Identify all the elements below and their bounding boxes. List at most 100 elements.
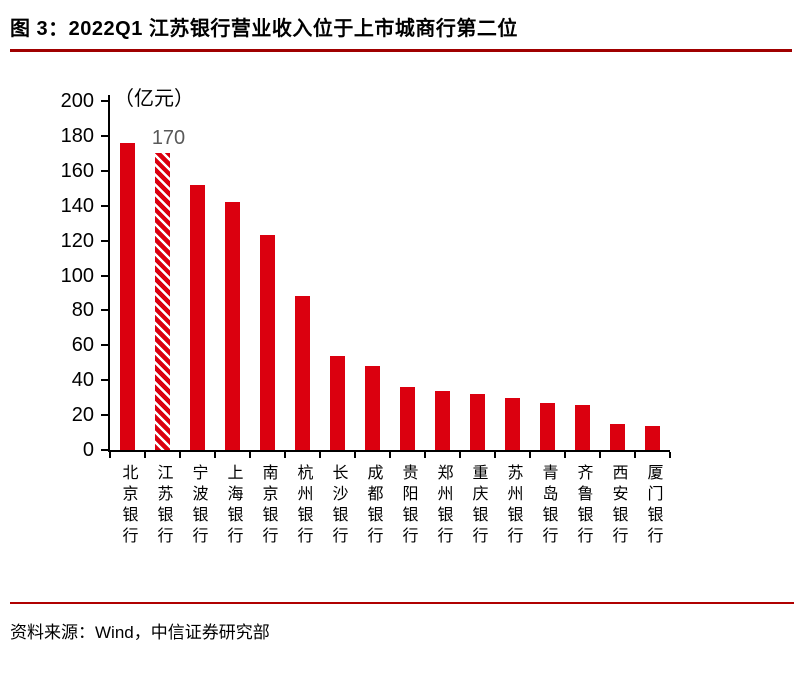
y-axis-tick-label: 120: [60, 229, 94, 252]
x-axis-label: 江苏银行: [154, 464, 172, 548]
x-axis-label-slot: 成都银行: [355, 464, 390, 548]
bar-slot: [530, 101, 565, 450]
y-axis-tick-label: 160: [60, 159, 94, 182]
bar-slot: [495, 101, 530, 450]
x-axis-label-slot: 青岛银行: [530, 464, 565, 548]
x-axis-label: 宁波银行: [189, 464, 207, 548]
footer-rule: [10, 602, 794, 604]
bar: [365, 366, 380, 450]
chart: （亿元） 170 北京银行 江苏银行 宁波银行 上海银行 南京银行 杭州银行 长沙银行 成都银…: [0, 52, 794, 602]
bar-slot: [110, 101, 145, 450]
x-axis-label-slot: 南京银行: [250, 464, 285, 548]
x-axis-label-slot: 北京银行: [110, 464, 145, 548]
y-axis-tick-label: 40: [71, 369, 94, 392]
x-axis-tick: [144, 452, 146, 458]
bar: [645, 425, 660, 450]
x-axis-tick: [424, 452, 426, 458]
bar: [120, 142, 135, 450]
y-axis-tick-label: 140: [60, 194, 94, 217]
x-axis-tick: [109, 452, 111, 458]
x-axis-tick: [634, 452, 636, 458]
bar: [260, 235, 275, 450]
x-axis-tick: [599, 452, 601, 458]
x-axis-label: 成都银行: [364, 464, 382, 548]
bar-slot: [180, 101, 215, 450]
x-axis-tick: [319, 452, 321, 458]
x-axis-label-slot: 苏州银行: [495, 464, 530, 548]
x-axis-tick: [249, 452, 251, 458]
y-axis-tick: [101, 344, 108, 347]
x-axis-label-slot: 重庆银行: [460, 464, 495, 548]
x-axis-label: 西安银行: [609, 464, 627, 548]
x-axis-label: 青岛银行: [539, 464, 557, 548]
x-axis-tick: [179, 452, 181, 458]
y-axis-tick: [101, 100, 108, 102]
y-axis-tick: [101, 204, 108, 207]
x-axis-label: 重庆银行: [469, 464, 487, 548]
y-axis-tick-label: 60: [71, 334, 94, 357]
y-axis-tick-label: 100: [60, 264, 94, 287]
bar: [190, 184, 205, 450]
bar-slot: [320, 101, 355, 450]
y-axis-tick: [101, 169, 108, 172]
y-axis-tick-label: 200: [60, 90, 94, 112]
x-axis-label-slot: 江苏银行: [145, 464, 180, 548]
bar: [330, 355, 345, 450]
plot-area: 170: [101, 95, 671, 458]
x-axis-label: 南京银行: [259, 464, 277, 548]
bar: [400, 387, 415, 450]
y-axis-tick: [101, 414, 108, 417]
bar-value-annotation: 170: [151, 127, 186, 150]
x-axis-label: 长沙银行: [329, 464, 347, 548]
x-axis-label: 杭州银行: [294, 464, 312, 548]
x-axis-tick: [389, 452, 391, 458]
x-axis-label-slot: 西安银行: [600, 464, 635, 548]
x-axis-label-slot: 郑州银行: [425, 464, 460, 548]
y-axis-tick: [101, 274, 108, 277]
x-axis-label-slot: 长沙银行: [320, 464, 355, 548]
x-axis-label: 贵阳银行: [399, 464, 417, 548]
title-underline-rule: [10, 49, 792, 52]
bar: [470, 394, 485, 450]
bar-slot: [460, 101, 495, 450]
bar-slot: [250, 101, 285, 450]
y-axis-unit-label: （亿元）: [114, 88, 194, 110]
x-axis-labels: 北京银行 江苏银行 宁波银行 上海银行 南京银行 杭州银行 长沙银行 成都银行 贵阳银行 郑州银行…: [110, 464, 670, 548]
bar: [540, 402, 555, 450]
bar: [225, 202, 240, 450]
x-axis-label: 齐鲁银行: [574, 464, 592, 548]
bar-slot: [390, 101, 425, 450]
bar: [610, 423, 625, 450]
x-axis-label-slot: 齐鲁银行: [565, 464, 600, 548]
x-axis-tick: [459, 452, 461, 458]
x-axis-tick: [354, 452, 356, 458]
y-axis-tick-label: 20: [71, 404, 94, 427]
source-note: 资料来源：Wind，中信证券研究部: [10, 623, 270, 642]
x-axis-tick: [494, 452, 496, 458]
y-axis-tick-label: 0: [82, 439, 94, 461]
x-axis-label: 厦门银行: [644, 464, 662, 548]
bar-slot: [285, 101, 320, 450]
bar-slot: [600, 101, 635, 450]
x-axis-tick: [564, 452, 566, 458]
x-axis-label-slot: 厦门银行: [635, 464, 670, 548]
x-axis-label-slot: 贵阳银行: [390, 464, 425, 548]
x-axis-label: 上海银行: [224, 464, 242, 548]
bar-highlighted: [155, 153, 170, 450]
y-axis-tick: [101, 239, 108, 242]
x-axis-tick: [284, 452, 286, 458]
x-axis-tick: [669, 452, 671, 458]
y-axis-tick: [101, 379, 108, 382]
figure-title: 图 3：2022Q1 江苏银行营业收入位于上市城商行第二位: [10, 18, 518, 40]
x-axis-label: 北京银行: [119, 464, 137, 548]
bar: [295, 296, 310, 450]
y-axis-tick: [101, 309, 108, 312]
bar-slot: [425, 101, 460, 450]
x-axis-label-slot: 杭州银行: [285, 464, 320, 548]
bar-slot: [355, 101, 390, 450]
x-axis-label: 郑州银行: [434, 464, 452, 548]
bar: [435, 390, 450, 450]
x-axis-tick: [529, 452, 531, 458]
y-axis-tick-label: 180: [60, 124, 94, 147]
bar-slot: [635, 101, 670, 450]
